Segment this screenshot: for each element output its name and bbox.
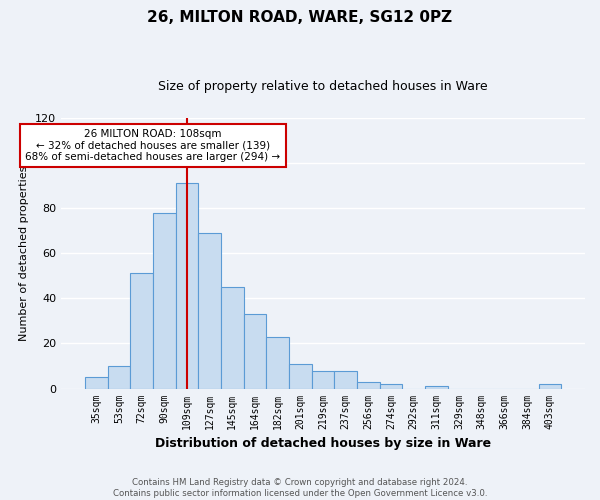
Y-axis label: Number of detached properties: Number of detached properties <box>19 166 29 341</box>
Text: 26, MILTON ROAD, WARE, SG12 0PZ: 26, MILTON ROAD, WARE, SG12 0PZ <box>148 10 452 25</box>
Bar <box>425 386 448 388</box>
Text: 26 MILTON ROAD: 108sqm
← 32% of detached houses are smaller (139)
68% of semi-de: 26 MILTON ROAD: 108sqm ← 32% of detached… <box>25 129 280 162</box>
Bar <box>153 212 176 388</box>
Bar <box>244 314 266 388</box>
Text: Contains HM Land Registry data © Crown copyright and database right 2024.
Contai: Contains HM Land Registry data © Crown c… <box>113 478 487 498</box>
Bar <box>266 336 289 388</box>
Bar <box>357 382 380 388</box>
Bar <box>539 384 561 388</box>
Title: Size of property relative to detached houses in Ware: Size of property relative to detached ho… <box>158 80 488 93</box>
Bar <box>221 287 244 388</box>
Bar <box>380 384 403 388</box>
Bar <box>198 233 221 388</box>
Bar <box>289 364 311 388</box>
Bar <box>130 274 153 388</box>
Bar <box>107 366 130 388</box>
Bar <box>311 370 334 388</box>
X-axis label: Distribution of detached houses by size in Ware: Distribution of detached houses by size … <box>155 437 491 450</box>
Bar <box>334 370 357 388</box>
Bar <box>85 378 107 388</box>
Bar <box>176 183 198 388</box>
